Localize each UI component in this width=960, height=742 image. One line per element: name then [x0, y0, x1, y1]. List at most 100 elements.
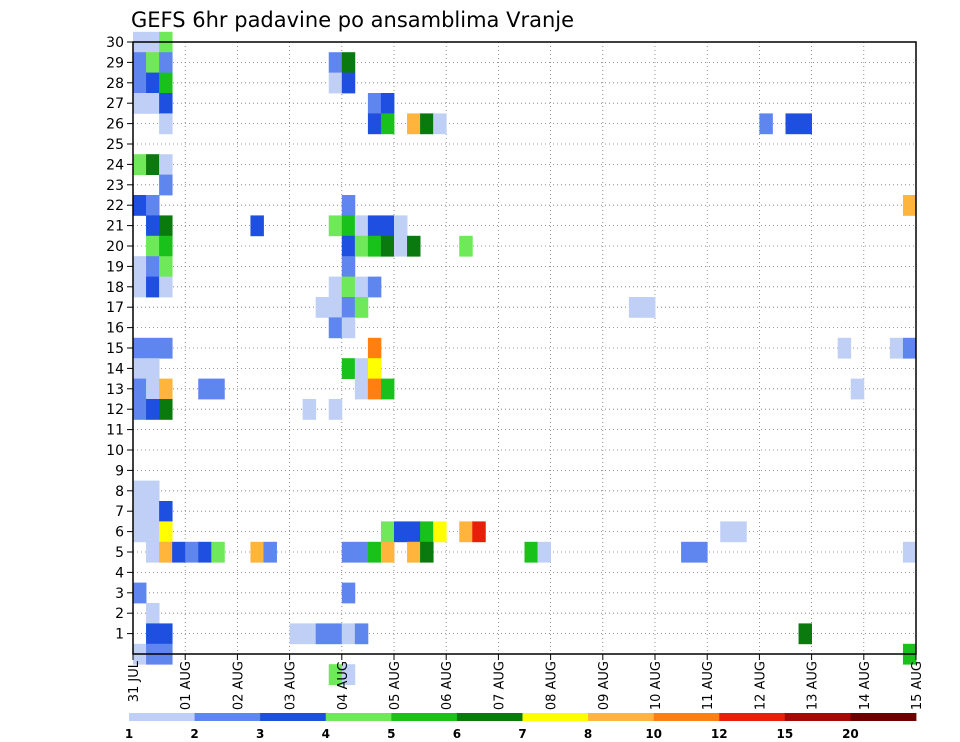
heatmap-cell [133, 154, 147, 175]
heatmap-cell [380, 521, 395, 543]
heatmap-cell [146, 480, 160, 502]
y-tick-label: 2 [115, 606, 124, 622]
heatmap-cell [328, 399, 343, 420]
heatmap-cell [133, 93, 147, 114]
heatmap-cell [628, 297, 643, 318]
heatmap-cell [146, 358, 160, 379]
heatmap-cell [133, 358, 147, 379]
heatmap-cell [133, 501, 147, 522]
heatmap-cell [420, 113, 434, 135]
heatmap-cell [420, 541, 434, 563]
heatmap-cell [328, 276, 343, 298]
y-tick-label: 13 [106, 382, 124, 398]
y-tick-label: 20 [106, 239, 124, 255]
colorbar-label: 7 [518, 727, 526, 741]
heatmap-cell [133, 582, 147, 604]
heatmap-cell [354, 215, 369, 237]
heatmap-cell [133, 72, 147, 94]
heatmap-cell [433, 113, 447, 135]
heatmap-cell [146, 235, 160, 257]
y-tick-label: 3 [115, 586, 124, 602]
x-axis-ticks: 31 JUL 01 AUG 02 AUG 03 AUG 04 AUG 05 AUG 06 A… [127, 654, 925, 710]
x-tick-label: 13 AUG [806, 661, 821, 710]
x-tick-label: 15 AUG [910, 661, 925, 710]
heatmap-cell [837, 337, 852, 359]
x-tick-label: 07 AUG [492, 661, 507, 710]
x-tick-label: 03 AUG [284, 661, 299, 710]
colorbar: 1 2 3 4 5 6 7 8 10 12 15 20 [125, 713, 917, 741]
heatmap-cell [341, 358, 356, 379]
colorbar-swatch [588, 713, 655, 721]
heatmap-cell [798, 623, 812, 645]
heatmap-cell [341, 623, 356, 645]
heatmap-cell [133, 399, 147, 420]
heatmap-cell [407, 113, 421, 135]
heatmap-cell [159, 501, 173, 522]
heatmap-cell [328, 72, 343, 94]
heatmap-cell [367, 235, 382, 257]
heatmap-cell [407, 541, 421, 563]
heatmap-cell [328, 297, 343, 318]
y-tick-label: 4 [115, 565, 124, 581]
heatmap-cell [159, 154, 173, 175]
heatmap-cell [146, 541, 160, 563]
heatmap-cell [146, 501, 160, 522]
heatmap-cell [354, 541, 369, 563]
heatmap-cell [720, 521, 734, 543]
heatmap-cell [146, 215, 160, 237]
y-tick-label: 8 [115, 484, 124, 500]
heatmap-cell [263, 541, 277, 563]
heatmap-cell [367, 541, 382, 563]
heatmap-cell [133, 337, 147, 359]
y-tick-label: 15 [106, 341, 124, 357]
heatmap-cell [380, 235, 395, 257]
heatmap-cell [159, 72, 173, 94]
heatmap-cell [394, 521, 408, 543]
heatmap-cell [407, 235, 421, 257]
heatmap-cell [315, 623, 330, 645]
heatmap-cell [759, 113, 773, 135]
heatmap-cell [902, 337, 917, 359]
heatmap-cell [354, 276, 369, 298]
heatmap-cell [367, 358, 382, 379]
heatmap-cell [354, 297, 369, 318]
heatmap-cell [159, 52, 173, 73]
colorbar-swatch [129, 713, 195, 721]
heatmap-cell [367, 378, 382, 400]
y-tick-label: 9 [115, 463, 124, 479]
x-tick-label: 06 AUG [440, 661, 455, 710]
heatmap-cell [394, 215, 408, 237]
colorbar-label: 2 [190, 727, 198, 741]
heatmap-cell [341, 582, 356, 604]
heatmap-cell [328, 664, 343, 685]
heatmap-cell [250, 541, 264, 563]
colorbar-label: 20 [842, 727, 859, 741]
y-tick-label: 30 [106, 35, 124, 51]
heatmap-cell [641, 297, 656, 318]
y-tick-label: 11 [106, 423, 124, 439]
heatmap-cell [302, 399, 317, 420]
heatmap-cell [681, 541, 695, 563]
x-tick-label: 05 AUG [388, 661, 403, 710]
heatmap-cell [341, 215, 356, 237]
heatmap-cell [146, 337, 160, 359]
y-tick-label: 1 [115, 627, 124, 643]
heatmap-cell [407, 521, 421, 543]
heatmap-cell [367, 337, 382, 359]
heatmap-cell [472, 521, 486, 543]
heatmap-cell [328, 52, 343, 73]
heatmap-cell [185, 541, 199, 563]
heatmap-cell [902, 541, 917, 563]
heatmap-cell [198, 541, 212, 563]
x-tick-label: 04 AUG [336, 661, 351, 710]
heatmap-cell [146, 154, 160, 175]
heatmap-cell [902, 195, 917, 216]
x-tick-label: 10 AUG [649, 661, 664, 710]
heatmap-cell [133, 52, 147, 73]
y-tick-label: 7 [115, 504, 124, 520]
heatmap-cell [380, 215, 395, 237]
heatmap-cell [159, 276, 173, 298]
heatmap-cell [159, 623, 173, 645]
heatmap-cell [133, 480, 147, 502]
